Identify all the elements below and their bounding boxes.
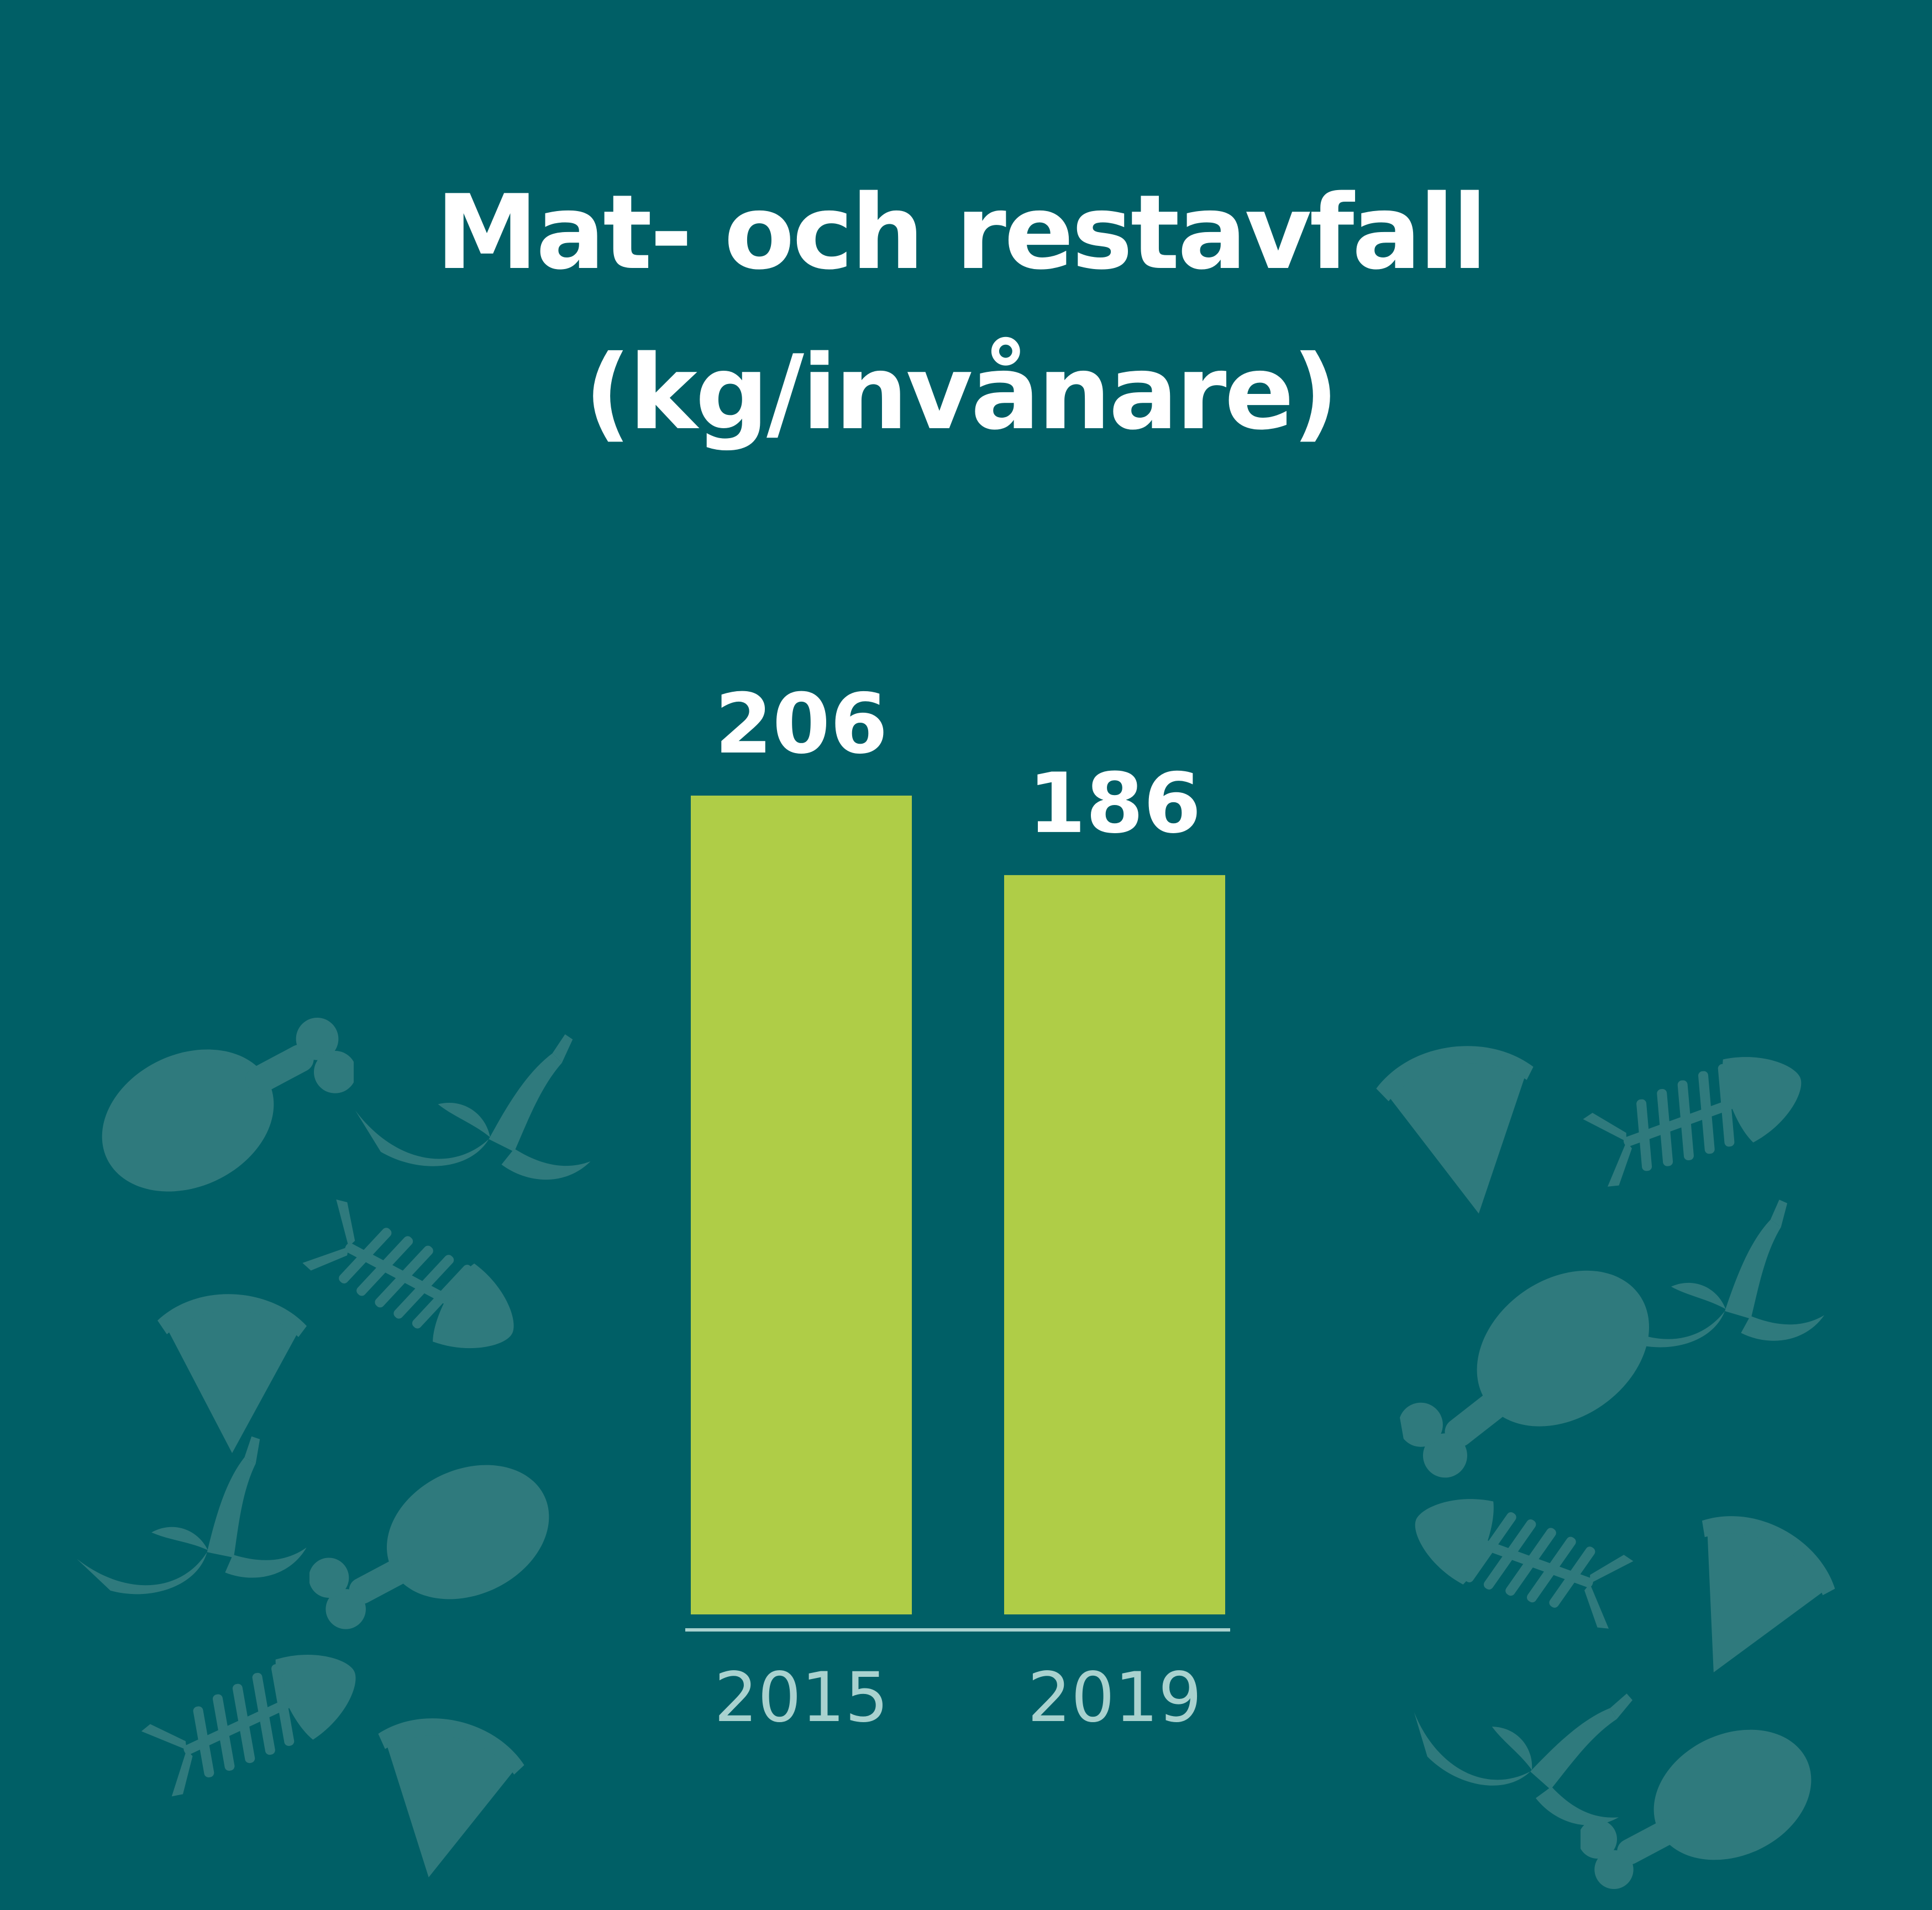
data-label-2019: 186 <box>1028 756 1201 852</box>
chart-title: Mat- och restavfall <box>436 172 1485 292</box>
x-tick-label-2015: 2015 <box>714 1658 889 1738</box>
bar-2015 <box>691 796 912 1614</box>
bar-series: 206 2015 186 2019 <box>691 676 1225 1738</box>
x-tick-label-2019: 2019 <box>1027 1658 1202 1738</box>
bar-2019 <box>1004 875 1225 1614</box>
data-label-2015: 206 <box>715 676 888 772</box>
chart-subtitle: (kg/invånare) <box>584 333 1337 452</box>
